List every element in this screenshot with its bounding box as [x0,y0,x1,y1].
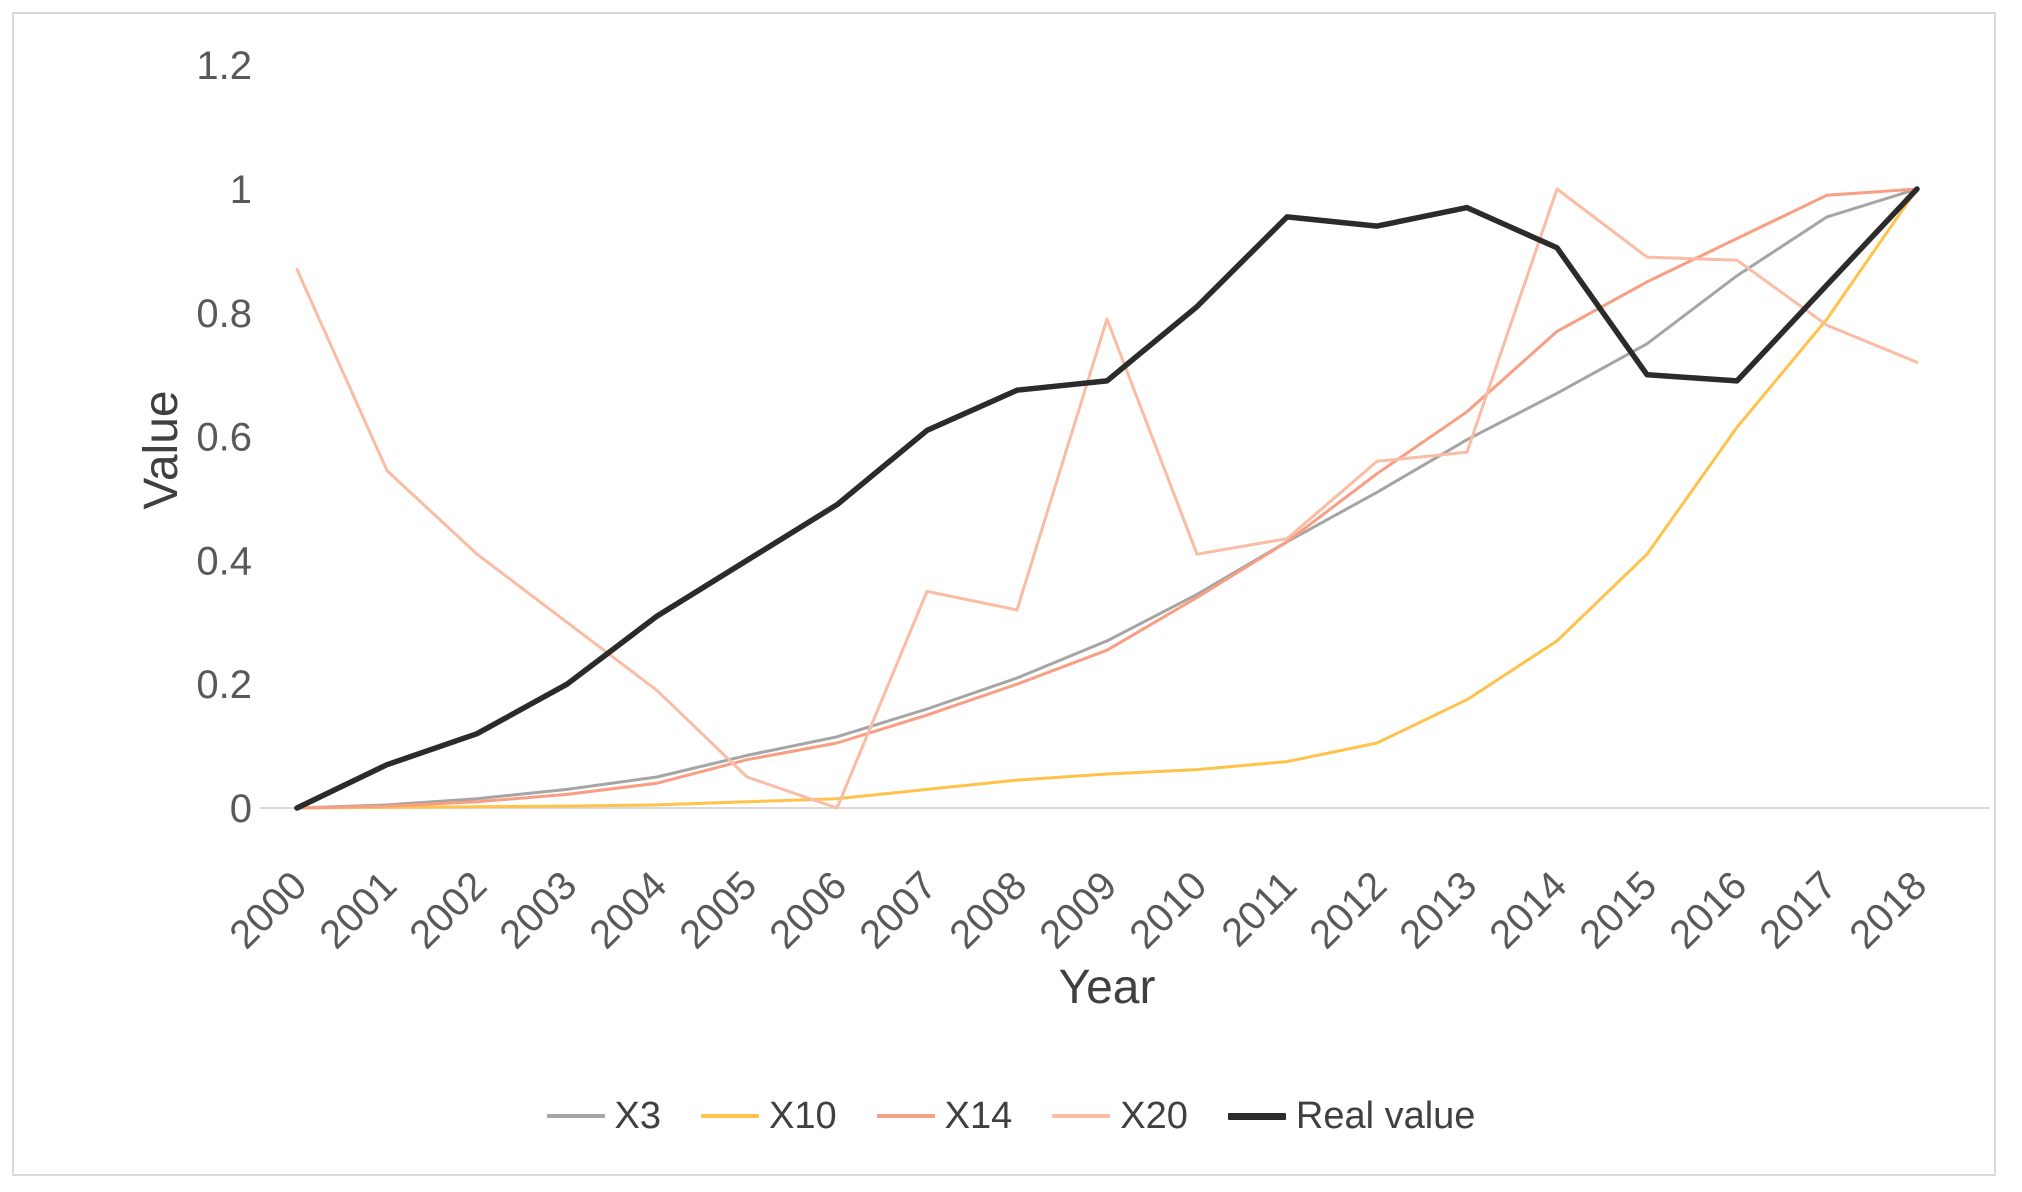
series-line-x3 [295,187,1919,810]
legend-item-x10: X10 [701,1095,837,1138]
x-tick-label: 2008 [941,863,1035,957]
y-tick-label: 0 [230,787,252,831]
x-tick-label: 2001 [311,863,405,957]
series-line-real-value [294,186,1920,811]
x-tick-label: 2010 [1121,863,1215,957]
x-tick-label: 2012 [1301,863,1395,957]
y-tick-label: 1 [230,168,252,212]
legend-item-real-value: Real value [1227,1094,1476,1138]
legend-label: X3 [614,1094,662,1137]
legend-swatch-x3 [546,1114,605,1118]
x-tick-label: 2013 [1391,863,1485,957]
legend-label: X20 [1120,1094,1188,1137]
x-tick-label: 2016 [1661,863,1755,957]
x-tick-label: 2011 [1213,863,1305,955]
y-tick-label: 0.4 [196,539,252,583]
series-line-x20 [295,187,1919,810]
y-tick-label: 1.2 [196,44,252,88]
legend-swatch-x20 [1052,1114,1111,1118]
legend-item-x3: X3 [546,1094,662,1138]
x-tick-label: 2009 [1031,863,1125,957]
legend-swatch-real-value [1227,1112,1286,1120]
x-tick-label: 2015 [1571,863,1665,957]
chart-border [12,12,1996,1176]
legend-label: X14 [944,1094,1013,1137]
y-axis-title: Value [135,390,188,510]
legend-item-x14: X14 [876,1094,1013,1138]
legend-label: Real value [1295,1094,1476,1137]
x-tick-label: 2000 [221,863,315,957]
series-line-x14 [295,187,1919,810]
x-tick-label: 2005 [671,863,765,957]
x-tick-label: 2004 [581,863,675,957]
x-tick-label: 2014 [1481,863,1575,957]
legend-swatch-x14 [876,1114,935,1118]
x-tick-label: 2006 [761,863,855,957]
y-tick-label: 0.2 [196,663,252,707]
x-tick-label: 2007 [851,863,945,957]
x-tick-label: 2003 [491,863,585,957]
legend-item-x20: X20 [1052,1095,1188,1138]
legend: X3 X10 X14 X20 Real value [0,1086,2022,1146]
legend-swatch-x10 [701,1114,760,1118]
legend-label: X10 [769,1094,837,1137]
y-tick-label: 0.6 [196,416,252,460]
series-line-x10 [295,187,1919,810]
x-tick-label: 2018 [1841,863,1935,957]
x-tick-label: 2017 [1751,863,1845,957]
x-axis-title: Year [1058,961,1156,1014]
y-tick-label: 0.8 [196,292,252,336]
x-tick-label: 2002 [401,863,495,957]
